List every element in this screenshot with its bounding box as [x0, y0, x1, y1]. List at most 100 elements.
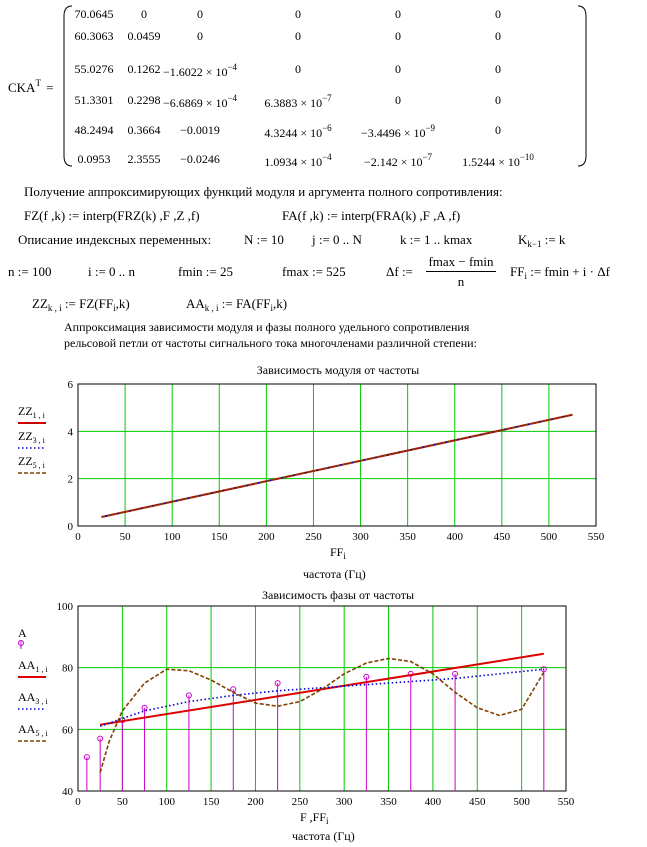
x-tick-label: 0 [75, 796, 81, 808]
i-definition: i := 0 .. n [88, 264, 136, 279]
chart2-title: Зависимость фазы от частоты [261, 588, 415, 602]
k-definition: k := 1 .. kmax [400, 232, 473, 247]
x-tick-label: 200 [258, 531, 275, 543]
stem-marker [97, 735, 104, 742]
stem-marker [83, 754, 90, 761]
y-tick-label: 80 [62, 663, 74, 675]
chart1-title: Зависимость модуля от частоты [256, 363, 420, 377]
matrix-cell: 0 [141, 7, 147, 21]
y-tick-label: 4 [68, 426, 74, 438]
x-tick-label: 400 [425, 796, 442, 808]
matrix-cell: 0.0953 [77, 152, 111, 166]
K-definition: Kk−1 := k [518, 232, 566, 249]
matrix-cell: −6.6869 × 10−4 [162, 93, 238, 110]
matrix-cell: 70.0645 [74, 7, 114, 21]
matrix-cell: −1.6022 × 10−4 [162, 62, 238, 79]
x-tick-label: 500 [541, 531, 558, 543]
aa-definition: AAk , i := FA(FFi,k) [186, 296, 288, 313]
matrix-cell: 51.3301 [74, 93, 114, 107]
matrix-cell: 0 [197, 29, 203, 43]
x-tick-label: 450 [469, 796, 486, 808]
matrix-cell: 0.1262 [127, 62, 161, 76]
matrix-cell: 0 [395, 62, 401, 76]
series-line [101, 413, 573, 518]
legend-label: AA3 , i [18, 690, 48, 706]
matrix-cell: 0 [395, 29, 401, 43]
matrix-cell: 0.2298 [127, 93, 161, 107]
fmin-definition: fmin := 25 [178, 264, 233, 279]
df-denominator: n [457, 274, 465, 289]
chart1-xlabel2: частота (Гц) [303, 567, 366, 581]
plot-frame [77, 605, 567, 792]
chart1-xlabel: FFi [330, 545, 346, 561]
stem-marker [185, 692, 192, 699]
legend-label: ZZ5 , i [18, 454, 46, 470]
index-heading: Описание индексных переменных: [18, 232, 212, 247]
matrix-cell: −0.0019 [180, 123, 220, 137]
chart1-plot: 0 50 100 150 200 250 300 350 400 450 500 550 0 2 4 6 ZZ1… [18, 379, 605, 543]
x-tick-label: 350 [399, 531, 416, 543]
matrix-cell: 0 [395, 7, 401, 21]
matrix-cell: 0 [495, 62, 501, 76]
df-lhs: Δf := [386, 264, 413, 279]
x-tick-label: 450 [494, 531, 511, 543]
x-tick-label: 150 [211, 531, 228, 543]
x-tick-label: 0 [75, 531, 81, 543]
legend-label: AA5 , i [18, 722, 48, 738]
matrix-cell: −3.4496 × 10−9 [360, 123, 436, 140]
matrix-brackets [63, 5, 587, 167]
df-numerator: fmax − fmin [428, 254, 494, 269]
matrix-cell: 0 [197, 7, 203, 21]
y-tick-label: 2 [68, 474, 74, 486]
matrix-cell: 60.3063 [74, 29, 114, 43]
x-tick-label: 100 [158, 796, 175, 808]
y-tick-label: 40 [62, 786, 74, 798]
nn-definition: n := 100 [8, 264, 52, 279]
matrix-cell: 0 [395, 93, 401, 107]
ff-definition: FFi := fmin + i · Δf [510, 264, 610, 281]
legend-marker [18, 640, 24, 646]
x-tick-label: 300 [352, 531, 369, 543]
matrix-cell: 6.3883 × 10−7 [264, 93, 332, 110]
series-line [99, 668, 544, 728]
matrix-cell: −2.142 × 10−7 [363, 152, 433, 169]
heading-approx: Получение аппроксимирующих функций модул… [24, 184, 503, 199]
x-tick-label: 50 [117, 796, 129, 808]
matrix-cell: 0 [495, 93, 501, 107]
df-fraction-bar [426, 271, 496, 272]
plot-frame [77, 383, 597, 527]
legend-label: ZZ3 , i [18, 429, 46, 445]
x-tick-label: 150 [203, 796, 220, 808]
matrix-cell: 0 [495, 123, 501, 137]
matrix-cell: 0 [295, 7, 301, 21]
chart2-xlabel2: частота (Гц) [292, 829, 355, 843]
stem-marker [540, 666, 547, 673]
matrix-cell: 1.0934 × 10−4 [264, 152, 332, 169]
legend-label: ZZ1 , i [18, 404, 46, 420]
matrix-cell: 1.5244 × 10−10 [462, 152, 534, 169]
x-tick-label: 50 [120, 531, 132, 543]
matrix-cell: 0.0459 [127, 29, 161, 43]
matrix-cell: 0 [295, 29, 301, 43]
chart2-xlabel: F ,FFi [300, 810, 329, 826]
matrix-cell: 55.0276 [74, 62, 114, 76]
x-tick-label: 250 [292, 796, 309, 808]
chart2-plot: 0 50 100 150 200 250 300 350 400 450 500 550 40 60 80 1… [18, 601, 575, 808]
stem-marker [363, 673, 370, 680]
matrix-cell: 0.3664 [127, 123, 161, 137]
n-definition: N := 10 [244, 232, 284, 247]
y-tick-label: 100 [57, 601, 74, 613]
stem-marker [141, 704, 148, 711]
x-tick-label: 400 [446, 531, 463, 543]
matrix-cell: −0.0246 [180, 152, 220, 166]
y-tick-label: 60 [62, 724, 74, 736]
x-tick-label: 350 [380, 796, 397, 808]
matrix-cell: 2.3555 [127, 152, 161, 166]
stem-marker [452, 670, 459, 677]
x-tick-label: 100 [164, 531, 181, 543]
fmax-definition: fmax := 525 [282, 264, 346, 279]
x-tick-label: 550 [558, 796, 575, 808]
y-tick-label: 6 [68, 379, 74, 391]
matrix-cell: 4.3244 × 10−6 [264, 123, 332, 140]
x-tick-label: 250 [305, 531, 322, 543]
